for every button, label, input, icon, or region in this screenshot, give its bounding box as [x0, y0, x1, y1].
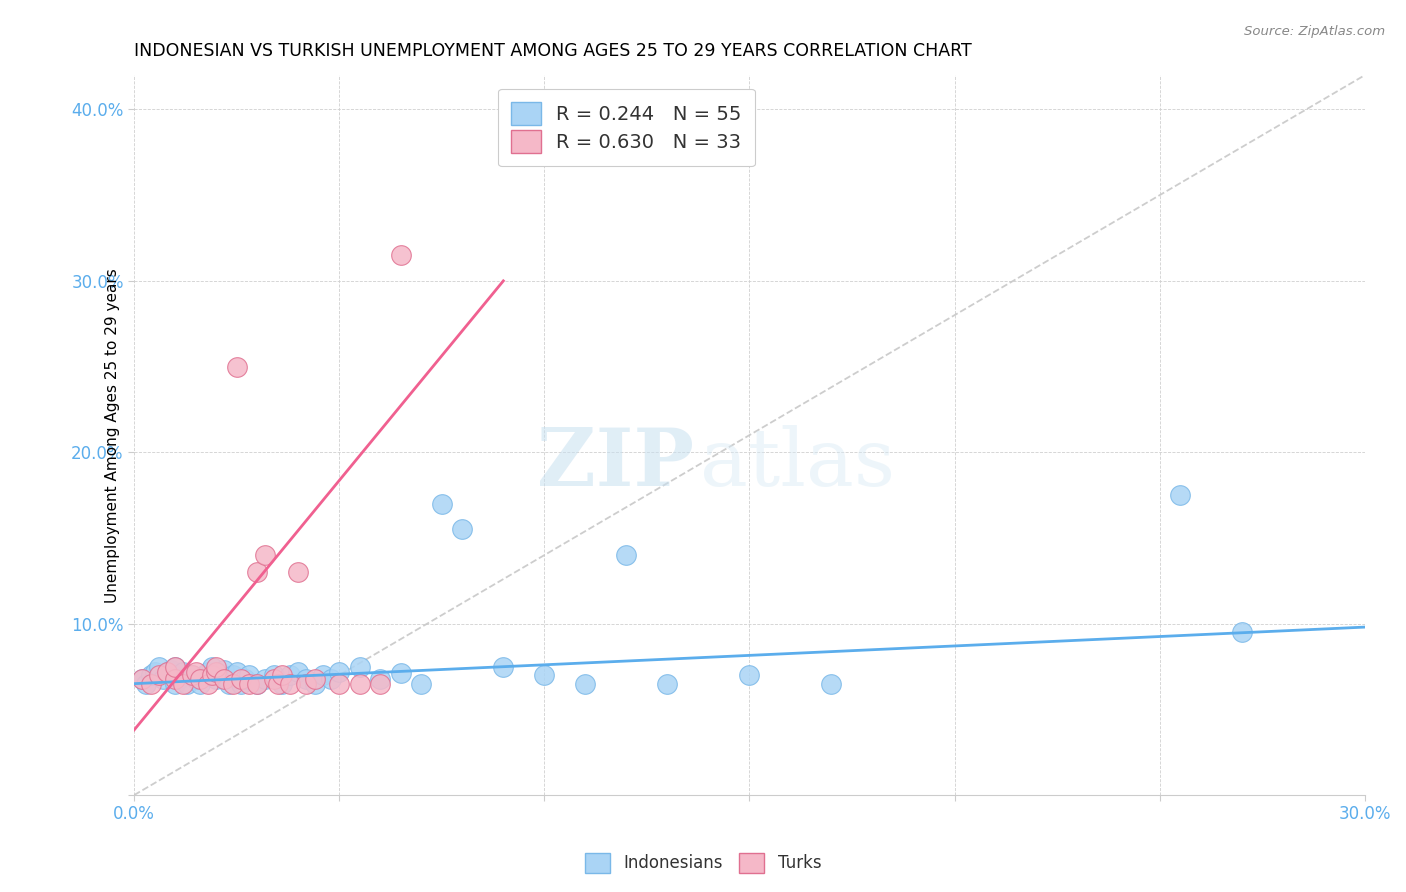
- Point: [165, 676, 187, 690]
- Point: [156, 666, 179, 681]
- Point: [328, 665, 350, 679]
- Point: [238, 668, 260, 682]
- Point: [411, 676, 433, 690]
- Point: [221, 668, 243, 682]
- Point: [148, 659, 170, 673]
- Legend: Indonesians, Turks: Indonesians, Turks: [578, 847, 828, 880]
- Text: ZIP: ZIP: [537, 425, 695, 503]
- Point: [246, 676, 269, 690]
- Point: [188, 672, 211, 686]
- Point: [616, 548, 638, 562]
- Point: [304, 676, 326, 690]
- Point: [201, 668, 224, 682]
- Point: [1230, 625, 1253, 640]
- Point: [152, 672, 174, 686]
- Point: [197, 665, 219, 679]
- Point: [349, 676, 371, 690]
- Point: [430, 497, 453, 511]
- Point: [304, 672, 326, 686]
- Point: [270, 676, 292, 690]
- Point: [278, 668, 301, 682]
- Point: [492, 659, 515, 673]
- Point: [197, 676, 219, 690]
- Point: [205, 659, 228, 673]
- Point: [533, 668, 555, 682]
- Point: [135, 676, 157, 690]
- Y-axis label: Unemployment Among Ages 25 to 29 years: Unemployment Among Ages 25 to 29 years: [105, 268, 121, 602]
- Point: [165, 659, 187, 673]
- Point: [1168, 488, 1191, 502]
- Point: [287, 566, 309, 580]
- Point: [221, 676, 243, 690]
- Point: [270, 668, 292, 682]
- Point: [176, 676, 198, 690]
- Point: [214, 672, 236, 686]
- Point: [319, 672, 342, 686]
- Point: [389, 248, 412, 262]
- Point: [131, 672, 153, 686]
- Point: [238, 676, 260, 690]
- Point: [349, 659, 371, 673]
- Text: Source: ZipAtlas.com: Source: ZipAtlas.com: [1244, 25, 1385, 38]
- Point: [169, 672, 191, 686]
- Point: [246, 566, 269, 580]
- Point: [368, 676, 391, 690]
- Point: [205, 665, 228, 679]
- Point: [205, 672, 228, 686]
- Point: [295, 672, 318, 686]
- Point: [820, 676, 842, 690]
- Point: [657, 676, 679, 690]
- Point: [451, 522, 474, 536]
- Point: [165, 659, 187, 673]
- Point: [312, 668, 335, 682]
- Point: [287, 665, 309, 679]
- Point: [139, 676, 162, 690]
- Point: [139, 668, 162, 682]
- Point: [143, 665, 166, 679]
- Point: [328, 676, 350, 690]
- Point: [214, 663, 236, 677]
- Point: [172, 676, 194, 690]
- Point: [184, 672, 207, 686]
- Point: [254, 672, 277, 686]
- Point: [184, 665, 207, 679]
- Point: [263, 672, 285, 686]
- Point: [229, 672, 252, 686]
- Point: [172, 665, 194, 679]
- Point: [148, 668, 170, 682]
- Point: [225, 665, 247, 679]
- Point: [201, 659, 224, 673]
- Point: [389, 666, 412, 681]
- Point: [267, 676, 290, 690]
- Point: [263, 668, 285, 682]
- Legend: R = 0.244   N = 55, R = 0.630   N = 33: R = 0.244 N = 55, R = 0.630 N = 33: [498, 88, 755, 167]
- Point: [218, 676, 240, 690]
- Point: [229, 676, 252, 690]
- Point: [738, 668, 761, 682]
- Point: [225, 359, 247, 374]
- Point: [165, 668, 187, 682]
- Point: [131, 672, 153, 686]
- Point: [193, 668, 215, 682]
- Point: [180, 668, 202, 682]
- Point: [295, 676, 318, 690]
- Point: [246, 676, 269, 690]
- Point: [278, 676, 301, 690]
- Text: atlas: atlas: [700, 425, 896, 503]
- Point: [233, 672, 256, 686]
- Point: [160, 663, 183, 677]
- Text: INDONESIAN VS TURKISH UNEMPLOYMENT AMONG AGES 25 TO 29 YEARS CORRELATION CHART: INDONESIAN VS TURKISH UNEMPLOYMENT AMONG…: [134, 42, 972, 60]
- Point: [368, 672, 391, 686]
- Point: [180, 668, 202, 682]
- Point: [574, 676, 596, 690]
- Point: [254, 548, 277, 562]
- Point: [165, 672, 187, 686]
- Point: [209, 666, 232, 681]
- Point: [156, 665, 179, 679]
- Point: [188, 676, 211, 690]
